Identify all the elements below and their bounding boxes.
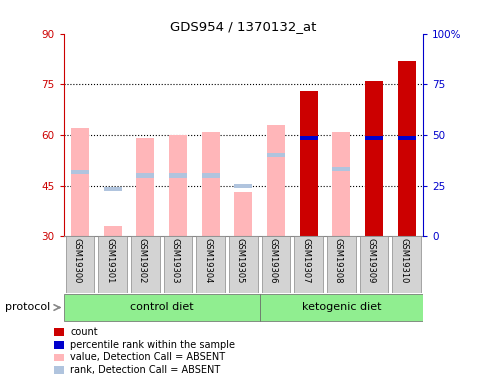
Text: GSM19305: GSM19305 [235,238,244,284]
Bar [136,138,154,236]
Bar [228,236,257,292]
Bar [261,236,290,292]
Bar [54,366,64,374]
Text: GSM19304: GSM19304 [203,238,212,284]
Text: GSM19310: GSM19310 [399,238,407,284]
Bar [364,81,382,236]
Text: GSM19302: GSM19302 [138,238,146,284]
Bar [168,174,186,177]
Bar [98,236,127,292]
Bar [259,294,422,321]
Text: count: count [70,327,98,337]
Text: GSM19303: GSM19303 [170,238,179,284]
Bar [364,136,382,140]
Bar [299,91,317,236]
Bar [168,135,186,236]
Bar [234,184,252,188]
Bar [234,192,252,236]
Bar [71,170,89,174]
Text: rank, Detection Call = ABSENT: rank, Detection Call = ABSENT [70,365,220,375]
Bar [163,236,192,292]
Bar [71,128,89,236]
Bar [131,236,159,292]
Bar [266,125,285,236]
Bar [136,174,154,177]
Bar [397,136,415,140]
Bar [397,61,415,236]
Bar [201,174,219,177]
Text: percentile rank within the sample: percentile rank within the sample [70,340,235,350]
Text: GSM19308: GSM19308 [333,238,342,284]
Text: GSM19309: GSM19309 [366,238,375,284]
Text: ketogenic diet: ketogenic diet [301,303,380,312]
Text: value, Detection Call = ABSENT: value, Detection Call = ABSENT [70,352,225,363]
Bar [65,236,94,292]
Bar [54,341,64,349]
Bar [103,226,122,236]
Bar [294,236,323,292]
Text: control diet: control diet [129,303,193,312]
Bar [54,354,64,362]
Text: GSM19306: GSM19306 [268,238,277,284]
Bar [391,236,420,292]
Text: GSM19301: GSM19301 [105,238,114,284]
Bar [63,294,259,321]
Bar [266,153,285,157]
Text: GSM19300: GSM19300 [72,238,81,284]
Title: GDS954 / 1370132_at: GDS954 / 1370132_at [170,20,316,33]
Bar [299,136,317,140]
Bar [326,236,355,292]
Bar [201,132,219,236]
Bar [332,132,349,236]
Bar [196,236,224,292]
Bar [54,328,64,336]
Bar [103,187,122,191]
Bar [359,236,387,292]
Text: protocol: protocol [5,303,50,312]
Bar [332,167,349,171]
Text: GSM19307: GSM19307 [301,238,309,284]
